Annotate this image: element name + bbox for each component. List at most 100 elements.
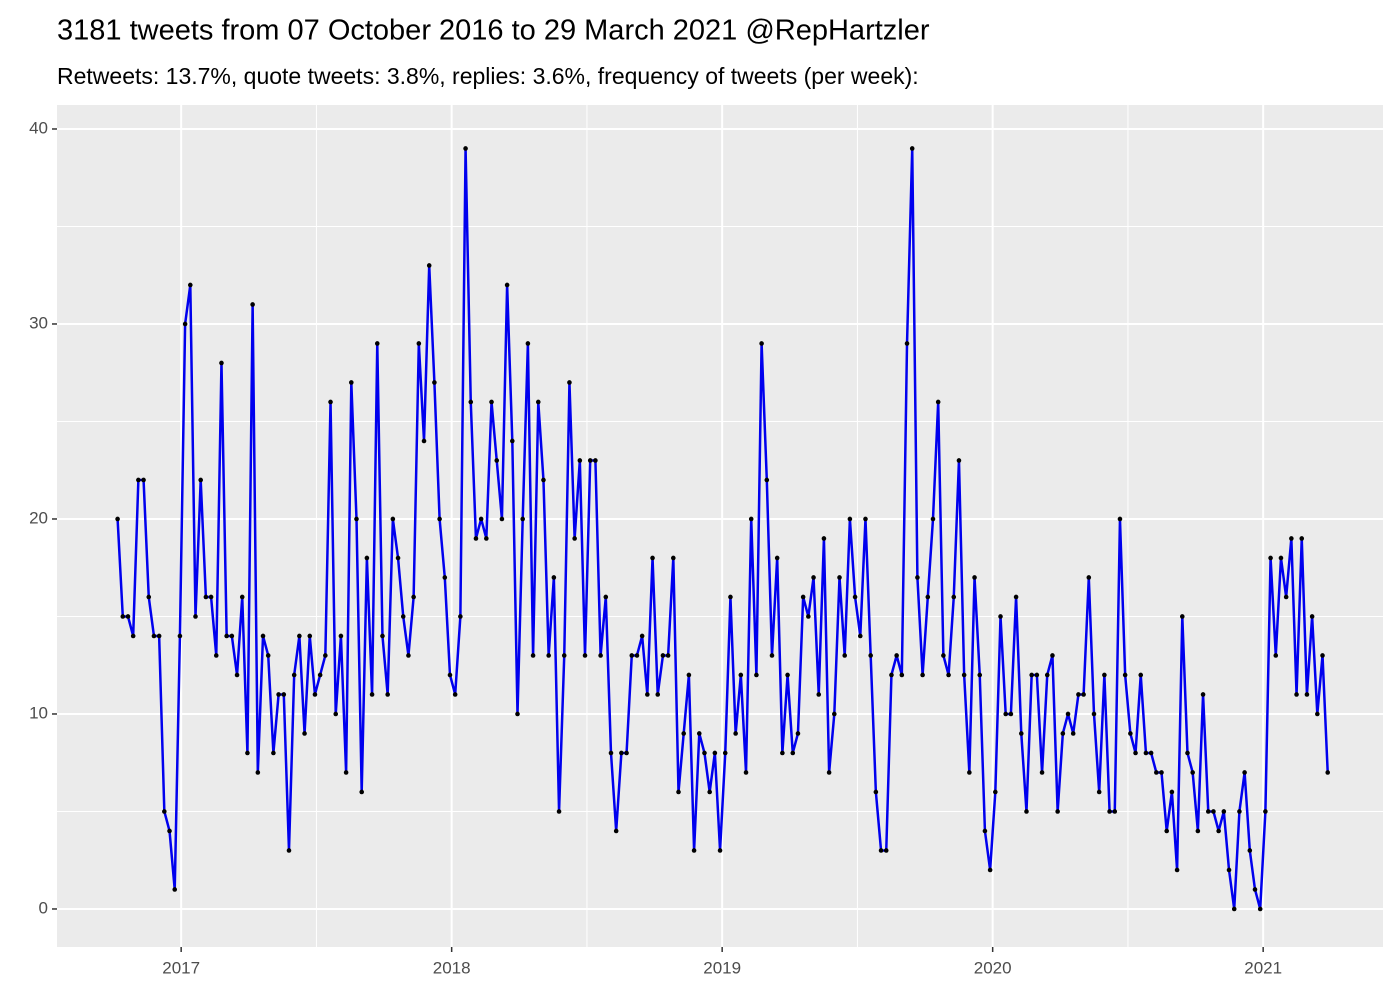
data-point xyxy=(556,809,562,814)
data-point xyxy=(1283,594,1289,600)
data-point xyxy=(530,653,536,658)
data-point xyxy=(925,594,931,600)
data-point xyxy=(234,672,240,678)
data-point xyxy=(1055,809,1060,814)
data-point xyxy=(125,614,131,619)
data-point xyxy=(416,341,422,346)
data-point xyxy=(245,750,250,756)
data-point xyxy=(899,672,905,678)
data-point xyxy=(629,653,635,658)
data-point xyxy=(806,614,811,619)
data-point xyxy=(1076,692,1081,697)
data-point xyxy=(1185,750,1190,756)
data-point xyxy=(1315,711,1320,717)
data-point xyxy=(889,672,894,678)
data-point xyxy=(909,146,915,151)
data-point xyxy=(613,828,619,834)
data-point xyxy=(1247,848,1253,853)
data-point xyxy=(1034,672,1040,678)
data-point xyxy=(1164,828,1170,834)
data-point xyxy=(1179,614,1185,619)
data-point xyxy=(702,750,707,756)
data-point xyxy=(380,633,385,639)
data-point xyxy=(1252,887,1258,892)
data-point xyxy=(198,477,203,483)
data-point xyxy=(349,380,354,385)
data-point xyxy=(795,731,801,736)
data-point xyxy=(281,692,287,697)
data-point xyxy=(182,321,188,327)
data-point xyxy=(894,653,899,658)
data-point xyxy=(961,672,967,678)
data-point xyxy=(1070,731,1076,736)
data-point xyxy=(442,575,448,580)
data-point xyxy=(333,711,339,717)
data-point xyxy=(1081,692,1086,697)
data-point xyxy=(1221,809,1227,814)
data-point xyxy=(541,477,546,483)
data-point xyxy=(219,360,224,366)
data-point xyxy=(738,672,744,678)
data-point xyxy=(1211,809,1216,814)
data-point xyxy=(1091,711,1097,717)
data-point xyxy=(998,614,1003,619)
data-point xyxy=(800,594,806,600)
data-point xyxy=(1102,672,1107,678)
data-point xyxy=(842,653,848,658)
data-point xyxy=(1294,692,1299,697)
data-point xyxy=(645,692,650,697)
y-tick-label: 40 xyxy=(29,118,48,137)
data-point xyxy=(421,438,427,444)
data-point xyxy=(1154,770,1159,775)
data-point xyxy=(967,770,972,775)
data-point xyxy=(354,516,359,522)
data-point xyxy=(707,789,712,795)
data-point xyxy=(276,692,281,697)
data-point xyxy=(172,887,178,892)
data-point xyxy=(437,516,442,522)
data-point xyxy=(733,731,738,736)
data-point xyxy=(499,516,505,522)
series-line xyxy=(116,147,1329,911)
data-point xyxy=(561,653,567,658)
data-point xyxy=(463,146,468,151)
data-point xyxy=(712,750,718,756)
data-point xyxy=(323,653,328,658)
data-point xyxy=(130,633,136,639)
data-point xyxy=(551,575,557,580)
data-point xyxy=(224,633,229,639)
data-point xyxy=(255,770,261,775)
data-point xyxy=(883,848,889,853)
data-point xyxy=(1128,731,1133,736)
data-point xyxy=(1263,809,1268,814)
data-point xyxy=(291,672,297,678)
x-tick-label: 2020 xyxy=(974,958,1012,977)
data-point xyxy=(593,458,598,463)
data-point xyxy=(717,848,723,853)
data-point xyxy=(826,770,832,775)
data-point xyxy=(728,594,733,600)
data-point xyxy=(1200,692,1206,697)
plot-panel xyxy=(57,105,1383,947)
data-point xyxy=(535,399,541,405)
data-point xyxy=(546,653,551,658)
data-point xyxy=(484,536,489,541)
data-point xyxy=(935,399,941,405)
data-point xyxy=(582,653,588,658)
data-point xyxy=(660,653,666,658)
data-point xyxy=(619,750,624,756)
data-point xyxy=(857,633,863,639)
data-point xyxy=(447,672,453,678)
data-point xyxy=(1050,653,1055,658)
data-point xyxy=(920,672,925,678)
data-point xyxy=(1003,711,1009,717)
data-point xyxy=(369,692,375,697)
y-tick-label: 10 xyxy=(29,703,48,722)
data-point xyxy=(515,711,520,717)
data-point xyxy=(1029,672,1034,678)
data-point xyxy=(780,750,785,756)
data-point xyxy=(956,458,962,463)
data-point xyxy=(722,750,728,756)
data-point xyxy=(686,672,692,678)
